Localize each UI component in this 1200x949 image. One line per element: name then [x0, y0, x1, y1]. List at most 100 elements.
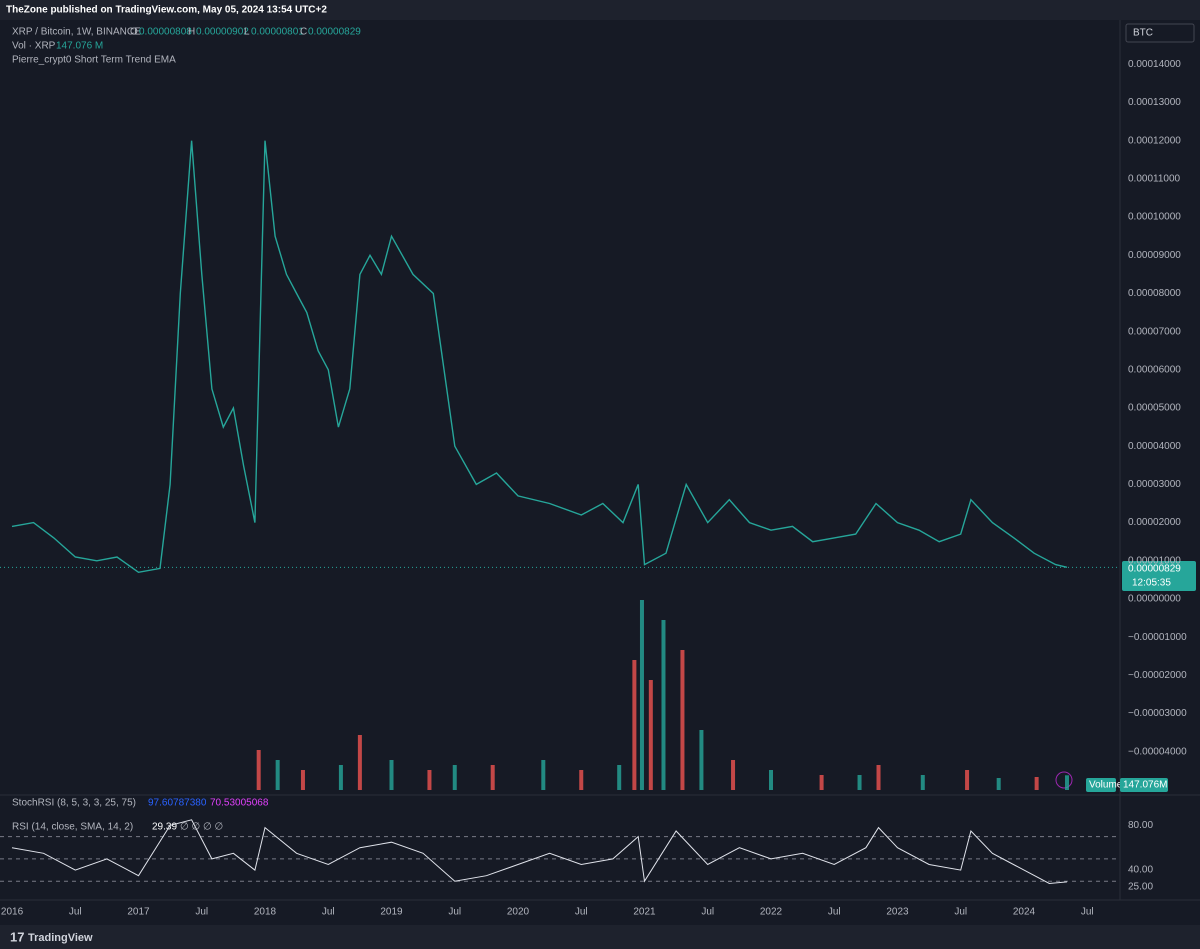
stochrsi-d: 70.53005068 [210, 798, 269, 809]
y-tick-label: 0.00011000 [1128, 174, 1181, 185]
volume-bar [996, 778, 1001, 790]
alert-icon[interactable] [1055, 771, 1073, 789]
published-text: TheZone published on TradingView.com, Ma… [6, 5, 327, 16]
volume-legend-value: 147.076 M [56, 41, 103, 52]
y-tick-label: 0.00012000 [1128, 135, 1181, 146]
volume-bar [579, 770, 584, 790]
indicator-legend: Pierre_crypt0 Short Term Trend EMA [12, 55, 176, 66]
volume-tag-label: Volume [1089, 780, 1123, 791]
logo-mark: 17 [10, 929, 24, 944]
x-tick-label: Jul [195, 907, 208, 918]
y-tick-label: −0.00002000 [1128, 670, 1187, 681]
stochrsi-k: 97.60787380 [148, 798, 207, 809]
x-tick-label: Jul [701, 907, 714, 918]
rsi-legend: RSI (14, close, SMA, 14, 2) [12, 822, 133, 833]
volume-bar [819, 775, 824, 790]
rsi-value: 29.39 [152, 822, 177, 833]
x-tick-label: Jul [575, 907, 588, 918]
volume-bar [699, 730, 704, 790]
ohlc-value: 0.00000801 [251, 27, 304, 38]
x-tick-label: Jul [69, 907, 82, 918]
volume-bar [857, 775, 862, 790]
y-tick-label: 0.00002000 [1128, 517, 1181, 528]
volume-value-box [1120, 778, 1168, 792]
volume-bar [389, 760, 394, 790]
top-bar [0, 0, 1200, 20]
volume-bar [1064, 775, 1069, 790]
y-tick-label: 0.00014000 [1128, 59, 1181, 70]
x-tick-label: 2024 [1013, 907, 1036, 918]
x-tick-label: 2021 [633, 907, 656, 918]
x-tick-label: Jul [828, 907, 841, 918]
rsi-tick-label: 40.00 [1128, 865, 1153, 876]
volume-tag [1086, 778, 1116, 792]
footer-bar [0, 925, 1200, 949]
volume-bar [680, 650, 685, 790]
volume-bar [256, 750, 261, 790]
ohlc-key: O [130, 27, 138, 38]
x-tick-label: 2018 [254, 907, 277, 918]
footer-brand: TradingView [28, 932, 93, 944]
volume-legend: Vol · XRP [12, 41, 56, 52]
symbol: XRP / Bitcoin, 1W, BINANCE [12, 27, 141, 38]
y-tick-label: 0.00009000 [1128, 250, 1181, 261]
y-tick-label: 0.00010000 [1128, 212, 1181, 223]
rsi-tick-label: 80.00 [1128, 820, 1153, 831]
volume-bar [648, 680, 653, 790]
rsi-tick-label: 25.00 [1128, 881, 1153, 892]
y-tick-label: 0.00013000 [1128, 97, 1181, 108]
volume-bar [965, 770, 970, 790]
y-tick-label: 0.00000000 [1128, 594, 1181, 605]
x-tick-label: Jul [322, 907, 335, 918]
volume-bar [768, 770, 773, 790]
y-tick-label: 0.00005000 [1128, 403, 1181, 414]
volume-bar [920, 775, 925, 790]
y-tick-label: 0.00007000 [1128, 326, 1181, 337]
x-tick-label: Jul [1081, 907, 1094, 918]
countdown: 12:05:35 [1132, 578, 1171, 589]
rsi-line [11, 819, 1068, 885]
y-tick-label: −0.00004000 [1128, 746, 1187, 757]
price-line [11, 140, 1068, 574]
y-tick-label: 0.00004000 [1128, 441, 1181, 452]
ohlc-value: 0.00000902 [196, 27, 249, 38]
x-tick-label: 2017 [127, 907, 150, 918]
volume-bar [632, 660, 637, 790]
last-price: 0.00000829 [1128, 564, 1181, 575]
volume-value: 147.076M [1123, 780, 1167, 791]
volume-bar [541, 760, 546, 790]
volume-bar [639, 600, 644, 790]
x-tick-label: 2019 [380, 907, 403, 918]
ohlc-value: 0.00000808 [139, 27, 192, 38]
y-tick-label: 0.00003000 [1128, 479, 1181, 490]
currency[interactable]: BTC [1133, 28, 1153, 39]
y-tick-label: −0.00001000 [1128, 632, 1187, 643]
y-tick-label: 0.00001000 [1128, 555, 1181, 566]
volume-bar [617, 765, 622, 790]
currency-box[interactable] [1125, 23, 1195, 43]
x-tick-label: 2022 [760, 907, 783, 918]
x-tick-label: 2016 [1, 907, 24, 918]
volume-bar [452, 765, 457, 790]
stochrsi-legend: StochRSI (8, 5, 3, 3, 25, 75) [12, 798, 136, 809]
rsi-empty: ∅ ∅ ∅ ∅ [180, 822, 223, 833]
volume-bar [876, 765, 881, 790]
volume-bar [490, 765, 495, 790]
volume-bar [1034, 777, 1039, 790]
y-tick-label: 0.00008000 [1128, 288, 1181, 299]
y-tick-label: 0.00006000 [1128, 364, 1181, 375]
last-price-box [1122, 561, 1196, 591]
x-tick-label: Jul [954, 907, 967, 918]
y-tick-label: −0.00003000 [1128, 708, 1187, 719]
volume-bar [661, 620, 666, 790]
x-tick-label: Jul [448, 907, 461, 918]
volume-bar [275, 760, 280, 790]
ohlc-key: L [244, 27, 250, 38]
volume-bar [338, 765, 343, 790]
ohlc-value: 0.00000829 [308, 27, 361, 38]
volume-bar [427, 770, 432, 790]
volume-bar [357, 735, 362, 790]
